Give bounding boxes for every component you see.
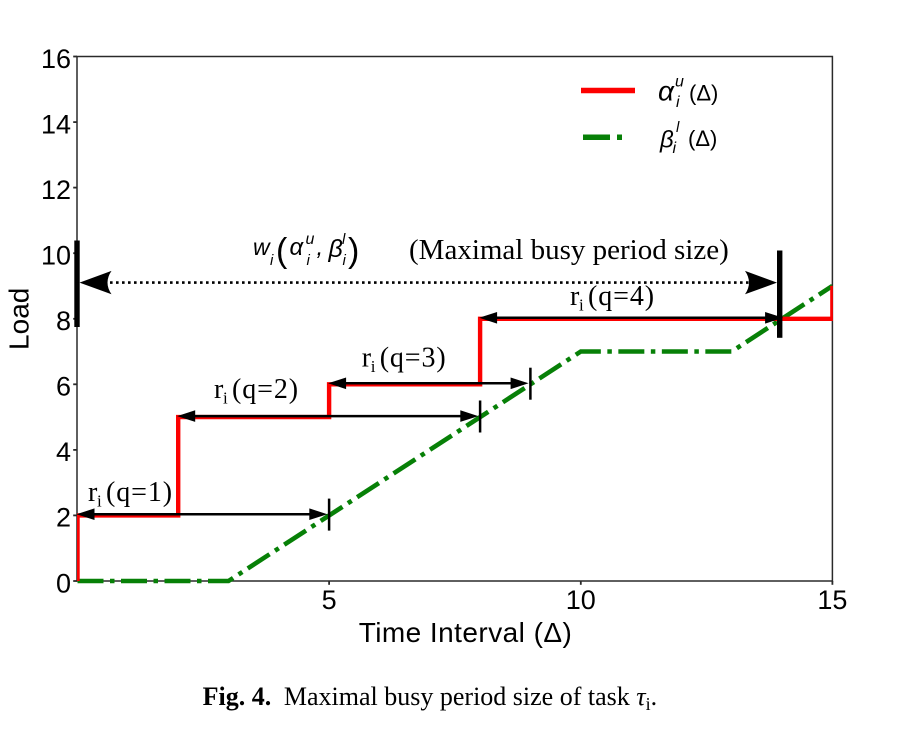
svg-text:2: 2 — [56, 503, 71, 533]
svg-text:10: 10 — [41, 241, 71, 271]
svg-text:12: 12 — [41, 175, 71, 205]
svg-text:16: 16 — [41, 44, 71, 74]
svg-text:βli(Δ): β l i (Δ) — [659, 119, 717, 157]
svg-text:Load: Load — [4, 288, 35, 350]
svg-text:ri(q=1): ri (q=1) — [88, 477, 173, 511]
svg-text:(Maximal busy period size): (Maximal busy period size) — [409, 234, 729, 266]
svg-text:ri(q=3): ri (q=3) — [362, 342, 447, 376]
svg-text:10: 10 — [566, 585, 596, 615]
svg-text:ri(q=4): ri (q=4) — [570, 281, 655, 315]
svg-text:14: 14 — [41, 109, 71, 139]
svg-text:ri(q=2): ri (q=2) — [214, 374, 299, 408]
svg-text:4: 4 — [56, 437, 71, 467]
svg-text:0: 0 — [56, 568, 71, 598]
svg-text:8: 8 — [56, 306, 71, 336]
svg-text:15: 15 — [817, 585, 847, 615]
svg-text:5: 5 — [322, 585, 337, 615]
svg-text:Time Interval (Δ): Time Interval (Δ) — [359, 617, 573, 648]
svg-text:wi(αui,βli): wi(α u i, βl i) — [253, 231, 359, 270]
svg-text:αui(Δ): αu i (Δ) — [658, 74, 718, 112]
svg-text:6: 6 — [56, 372, 71, 402]
svg-text:Fig. 4.Maximal busy period siz: Fig. 4. Maximal busy period size of task … — [203, 682, 658, 714]
